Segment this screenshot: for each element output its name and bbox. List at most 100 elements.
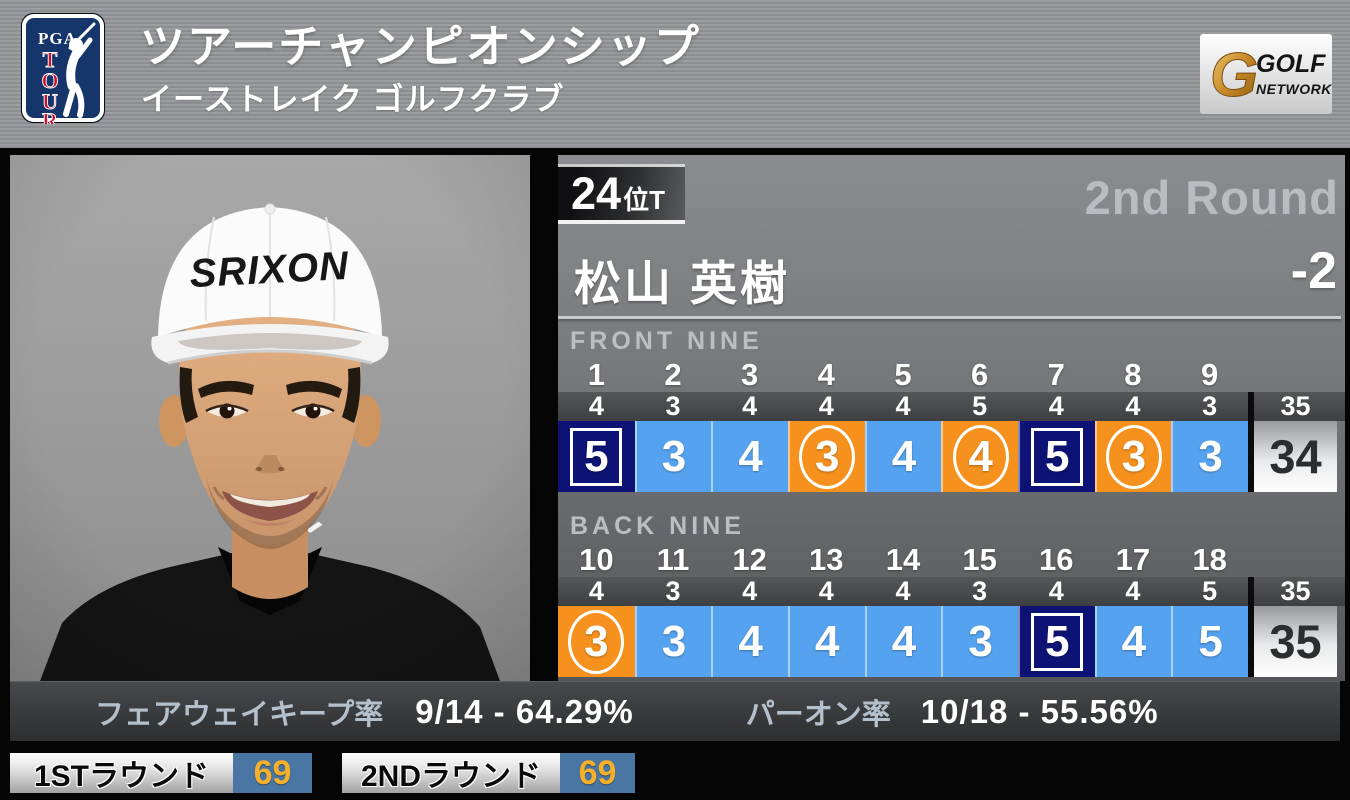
back-nine-label: BACK NINE <box>570 512 745 540</box>
par-value: 4 <box>588 576 604 606</box>
hole-number: 15 <box>962 542 997 577</box>
fairway-stat-label: フェアウェイキープ率 <box>95 698 384 731</box>
front-nine-label: FRONT NINE <box>570 327 763 355</box>
score-cell-birdie: 4 <box>941 421 1018 492</box>
par-value: 4 <box>818 576 834 606</box>
hole-number: 11 <box>656 542 690 577</box>
par-total: 35 <box>1280 576 1311 606</box>
par-value: 4 <box>1125 576 1141 606</box>
par-value: 4 <box>895 391 911 421</box>
score-cell-par: 5 <box>1171 606 1248 677</box>
score-cell-par: 3 <box>634 421 712 492</box>
total-column-divider <box>1248 577 1254 677</box>
front-score-total: 34 <box>1254 421 1337 492</box>
hole-number: 12 <box>732 542 767 577</box>
gir-stat-label: パーオン率 <box>745 698 891 731</box>
gir-stat-value: 10/18 - 55.56% <box>920 692 1159 730</box>
par-value: 4 <box>742 576 758 606</box>
score-cell-par: 3 <box>941 606 1018 677</box>
rank-number: 24 <box>571 168 622 219</box>
score-cell-birdie: 3 <box>787 421 865 492</box>
birdie-circle-marker: 4 <box>952 424 1009 489</box>
svg-text:U: U <box>42 89 58 114</box>
pga-text: PGA <box>38 29 77 48</box>
rank-suffix: 位T <box>623 185 665 215</box>
hole-number: 16 <box>1039 542 1074 577</box>
round-2-label: 2NDラウンド <box>342 753 560 793</box>
round-2-score: 69 <box>560 753 635 793</box>
hole-number: 5 <box>894 357 912 392</box>
rank-badge: 24 位T <box>558 164 685 224</box>
score-marker: 4 <box>891 616 917 666</box>
separator-line <box>558 316 1341 319</box>
round-1-badge: 1STラウンド 69 <box>10 753 312 793</box>
par-value: 3 <box>665 391 681 421</box>
par-value: 4 <box>588 391 604 421</box>
back-par-row: 4 3 4 4 4 3 4 4 5 35 <box>558 577 1345 606</box>
hole-number: 18 <box>1192 542 1227 577</box>
course-name: イーストレイク ゴルフクラブ <box>141 82 565 117</box>
birdie-circle-marker: 3 <box>799 424 856 489</box>
par-value: 5 <box>972 391 988 421</box>
back-score-total: 35 <box>1254 606 1337 677</box>
svg-text:T: T <box>43 47 58 72</box>
hole-number: 13 <box>809 542 844 577</box>
golfer-silhouette <box>63 22 96 118</box>
front-par-row: 4 3 4 4 4 5 4 4 3 35 <box>558 392 1345 421</box>
par-value: 3 <box>1202 391 1218 421</box>
tournament-title: ツアーチャンピオンシップ <box>140 21 701 72</box>
score-marker: 4 <box>738 616 763 666</box>
par-value: 4 <box>818 391 834 421</box>
score-cell-bogey: 5 <box>1017 606 1095 677</box>
par-value: 4 <box>1125 391 1141 421</box>
score-cell-par: 3 <box>1171 421 1248 492</box>
round-1-score: 69 <box>233 753 312 793</box>
hole-number: 7 <box>1047 357 1065 392</box>
score-marker: 3 <box>968 616 993 666</box>
par-value: 5 <box>1202 576 1218 606</box>
player-photo: SRIXON <box>10 155 530 681</box>
golf-network-logo: G GOLF NETWORK <box>1200 34 1332 119</box>
score-marker: 4 <box>815 616 840 666</box>
fairway-stat-value: 9/14 - 64.29% <box>415 692 634 730</box>
score-marker: 4 <box>891 431 917 481</box>
front-holes-row: 1 2 3 4 5 6 7 8 9 <box>558 358 1248 392</box>
par-value: 4 <box>742 391 758 421</box>
network-monogram-icon: G <box>1210 41 1258 110</box>
score-marker: 3 <box>661 616 687 666</box>
total-column-divider <box>1248 392 1254 492</box>
bogey-square-marker: 5 <box>1031 427 1084 486</box>
score-cell-bogey: 5 <box>1017 421 1095 492</box>
par-total: 35 <box>1280 391 1311 421</box>
hole-number: 9 <box>1200 357 1219 392</box>
score-cell-birdie: 3 <box>1094 421 1172 492</box>
score-marker: 3 <box>1198 431 1223 481</box>
par-value: 4 <box>895 576 911 606</box>
hole-number: 10 <box>579 542 614 577</box>
back-holes-row: 10 11 12 13 14 15 16 17 18 <box>558 543 1248 577</box>
score-cell-par: 4 <box>1094 606 1172 677</box>
score-cell-par: 4 <box>711 421 788 492</box>
hole-number: 6 <box>970 357 989 392</box>
par-value: 3 <box>972 576 988 606</box>
score-cell-birdie: 3 <box>558 606 635 677</box>
par-value: 3 <box>665 576 681 606</box>
par-value: 4 <box>1048 391 1064 421</box>
par-value: 4 <box>1048 576 1064 606</box>
bogey-square-marker: 5 <box>1031 612 1084 671</box>
network-name-line2: NETWORK <box>1256 81 1332 97</box>
birdie-circle-marker: 3 <box>1105 424 1162 489</box>
round-1-label: 1STラウンド <box>10 753 233 793</box>
hole-number: 2 <box>664 357 682 392</box>
score-cell-par: 4 <box>864 421 942 492</box>
round-2-badge: 2NDラウンド 69 <box>342 753 635 793</box>
hole-number: 1 <box>587 357 605 392</box>
svg-text:R: R <box>42 108 59 124</box>
